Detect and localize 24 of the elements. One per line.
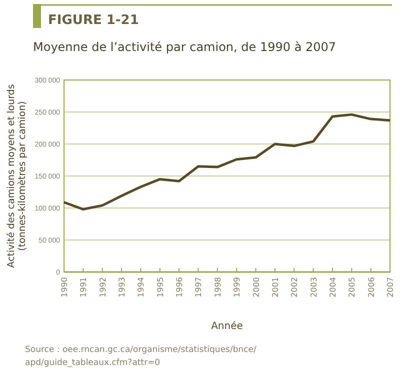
- x-tick-label: 1994: [136, 277, 146, 298]
- chart-subtitle: Moyenne de l’activité par camion, de 1990 à 2007: [33, 40, 336, 54]
- x-tick-label: 1997: [194, 277, 204, 298]
- x-tick-label: 2000: [252, 277, 261, 298]
- x-tick-label: 2001: [270, 277, 280, 298]
- x-tick-label: 2005: [348, 277, 357, 298]
- y-axis-title: Activité des camions moyens et lourds (tonnes-kilomètres par camion): [6, 84, 28, 268]
- x-tick-label: 1999: [232, 277, 242, 298]
- x-tick-label: 2002: [290, 277, 300, 298]
- x-tick-label: 1996: [175, 277, 184, 298]
- x-tick-label: 1993: [118, 277, 127, 298]
- x-tick-label: 1991: [79, 277, 88, 298]
- x-tick-label: 2003: [309, 277, 318, 298]
- x-tick-label: 1998: [213, 277, 222, 298]
- source-note: Source : oee.rncan.gc.ca/organisme/statistiques/bnce/apd/guide_tableaux.cfm?attr=0: [25, 345, 257, 368]
- x-tick-label: 1992: [98, 277, 108, 298]
- x-axis-title: Année: [211, 321, 243, 332]
- x-tick-label: 2004: [328, 277, 338, 298]
- x-tick-label: 2007: [386, 277, 395, 298]
- chart-title: FIGURE 1-21: [48, 13, 139, 28]
- line-series: [62, 113, 392, 211]
- x-tick-label: 2006: [366, 277, 376, 298]
- x-tick-label: 1990: [60, 277, 69, 298]
- x-tick-label: 1995: [156, 277, 165, 298]
